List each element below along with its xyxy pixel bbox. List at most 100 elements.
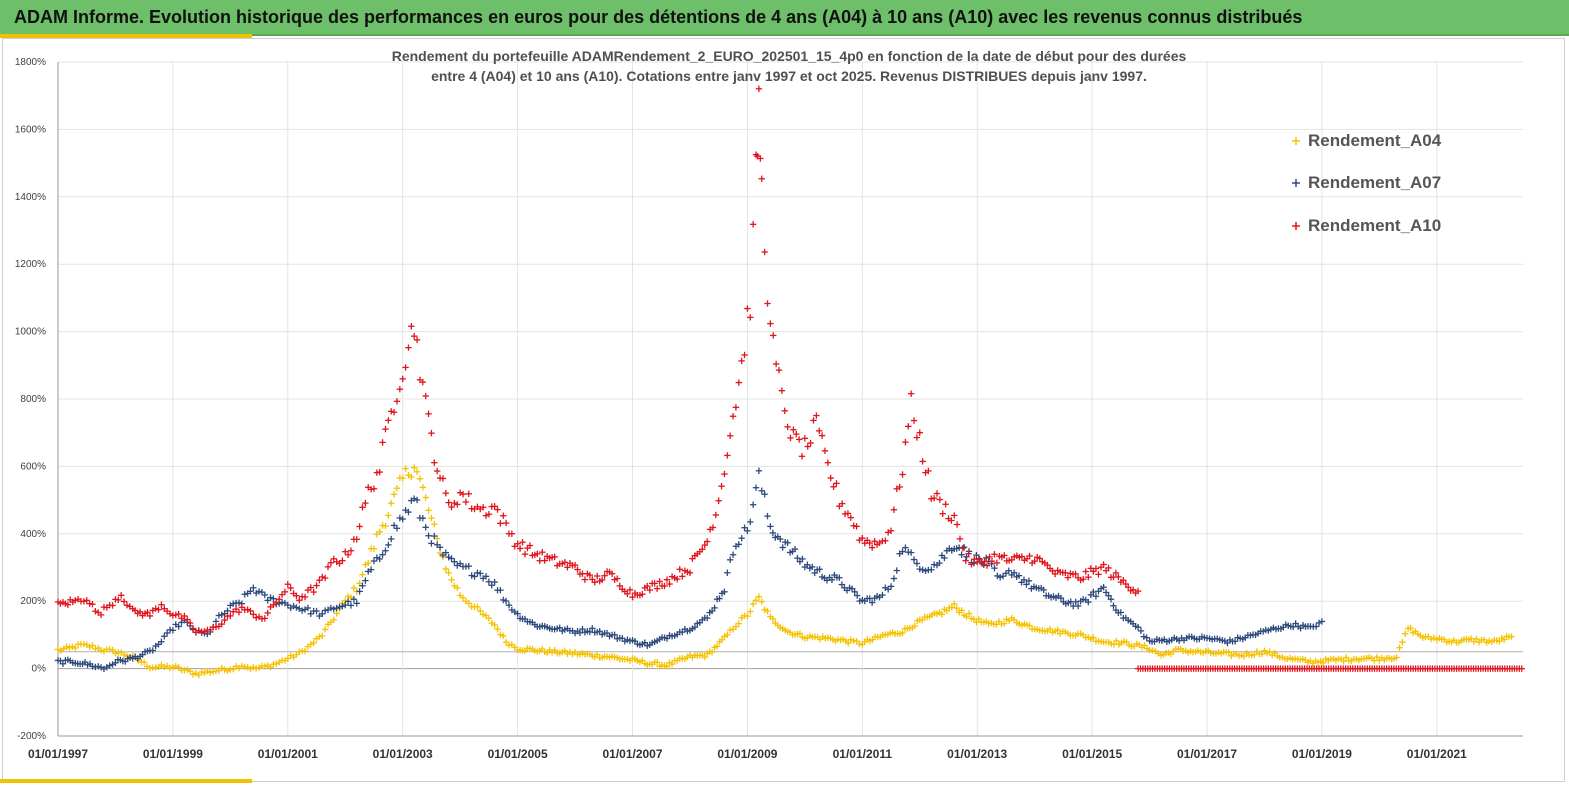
point-a07 <box>261 591 269 599</box>
point-a07 <box>264 597 271 604</box>
y-tick-label: 1200% <box>15 259 46 270</box>
point-a10 <box>686 569 694 577</box>
point-a10 <box>709 524 717 531</box>
point-a10 <box>439 475 447 482</box>
point-a04 <box>184 666 191 673</box>
point-a07 <box>385 541 392 549</box>
point-a10 <box>887 527 895 534</box>
point-a10 <box>758 175 765 182</box>
point-a04 <box>1319 659 1327 667</box>
point-a07 <box>382 547 389 554</box>
point-a10 <box>752 151 760 158</box>
point-a10 <box>933 490 941 497</box>
point-a04 <box>1046 625 1054 633</box>
point-a04 <box>267 663 274 671</box>
point-a04 <box>459 594 467 602</box>
x-tick-label: 01/01/2011 <box>833 747 893 761</box>
point-a10 <box>497 520 504 527</box>
point-a07 <box>514 610 521 617</box>
point-a04 <box>454 584 461 592</box>
x-tick-label: 01/01/1997 <box>28 747 88 761</box>
point-a10 <box>152 605 159 612</box>
point-a10 <box>1095 571 1102 578</box>
point-a10 <box>534 550 541 557</box>
point-a04 <box>376 528 383 535</box>
point-a07 <box>764 512 771 520</box>
point-a07 <box>379 551 386 558</box>
point-a04 <box>735 620 742 627</box>
point-a10 <box>574 566 581 573</box>
point-a10 <box>89 600 96 608</box>
point-a07 <box>267 594 274 601</box>
point-a10 <box>310 588 317 596</box>
point-a04 <box>1090 634 1097 641</box>
point-a07 <box>703 614 711 622</box>
point-a04 <box>330 616 337 624</box>
point-a07 <box>413 496 421 504</box>
point-a10 <box>1072 570 1079 578</box>
point-a04 <box>796 630 804 637</box>
point-a10 <box>959 544 967 552</box>
point-a04 <box>1407 624 1414 632</box>
point-a04 <box>402 465 409 472</box>
point-a10 <box>382 425 389 433</box>
point-a04 <box>175 664 182 671</box>
point-a10 <box>324 563 332 571</box>
point-a07 <box>255 588 263 595</box>
point-a07 <box>611 631 618 638</box>
point-a04 <box>708 649 716 656</box>
point-a10 <box>72 597 79 604</box>
point-a07 <box>330 605 337 613</box>
point-a04 <box>169 663 177 671</box>
point-a04 <box>419 484 427 491</box>
point-a04 <box>66 644 73 651</box>
point-a07 <box>422 524 429 531</box>
point-a07 <box>158 638 165 645</box>
point-a07 <box>456 560 464 567</box>
point-a07 <box>799 555 806 563</box>
point-a10 <box>905 423 912 430</box>
point-a10 <box>175 610 182 618</box>
chart-title-line1: Rendement du portefeuille ADAMRendement_… <box>392 48 1187 64</box>
point-a04 <box>445 569 452 576</box>
point-a04 <box>847 636 855 643</box>
point-a10 <box>798 453 806 460</box>
point-a10 <box>804 443 811 450</box>
point-a10 <box>993 559 1001 567</box>
point-a07 <box>106 662 113 669</box>
point-a10 <box>433 467 441 475</box>
point-a07 <box>468 572 475 579</box>
point-a07 <box>500 596 507 604</box>
point-a07 <box>491 578 498 586</box>
point-a07 <box>596 628 603 635</box>
point-a04 <box>911 622 919 630</box>
point-a07 <box>749 501 757 508</box>
point-a04 <box>365 559 372 567</box>
y-tick-label: 1600% <box>15 124 46 135</box>
point-a07 <box>721 588 728 595</box>
point-a04 <box>761 606 768 613</box>
point-a04 <box>161 663 168 671</box>
point-a10 <box>824 459 832 466</box>
point-a10 <box>485 511 493 518</box>
point-a10 <box>454 501 461 508</box>
point-a04 <box>701 653 708 661</box>
point-a10 <box>925 467 932 475</box>
point-a10 <box>624 590 631 598</box>
point-a10 <box>813 412 820 419</box>
point-a07 <box>589 625 596 632</box>
point-a07 <box>247 588 254 595</box>
point-a10 <box>1001 552 1008 559</box>
point-a10 <box>342 548 349 555</box>
point-a07 <box>485 578 493 585</box>
point-a07 <box>278 599 286 606</box>
point-a04 <box>385 512 392 519</box>
point-a10 <box>646 586 653 594</box>
point-a07 <box>919 566 926 574</box>
point-a04 <box>442 565 449 573</box>
point-a04 <box>97 647 105 654</box>
point-a04 <box>428 514 435 522</box>
point-a04 <box>1113 637 1120 645</box>
point-a04 <box>195 671 202 679</box>
point-a10 <box>97 611 105 619</box>
